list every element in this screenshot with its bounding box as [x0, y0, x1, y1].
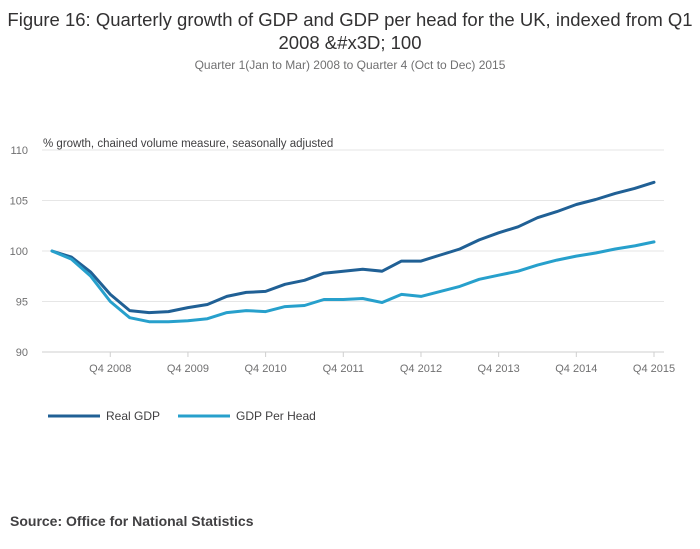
y-tick-label: 90: [16, 347, 28, 359]
series-line-real-gdp: [50, 180, 656, 315]
x-tick-label: Q4 2009: [167, 363, 209, 375]
x-tick-label: Q4 2012: [400, 363, 442, 375]
y-tick-label: 110: [10, 145, 28, 157]
x-tick-label: Q4 2013: [478, 363, 520, 375]
legend-label: GDP Per Head: [236, 409, 316, 423]
source-note: Source: Office for National Statistics: [10, 513, 254, 529]
y-axis-label: % growth, chained volume measure, season…: [43, 138, 333, 150]
x-tick-label: Q4 2008: [89, 363, 131, 375]
chart-title: Figure 16: Quarterly growth of GDP and G…: [7, 9, 693, 53]
x-tick-label: Q4 2014: [555, 363, 597, 375]
y-tick-label: 105: [10, 196, 28, 208]
series-line-gdp-per-head: [50, 240, 656, 324]
x-tick-label: Q4 2010: [245, 363, 287, 375]
x-tick-label: Q4 2015: [633, 363, 675, 375]
chart-subtitle: Quarter 1(Jan to Mar) 2008 to Quarter 4 …: [194, 58, 506, 72]
y-tick-label: 100: [10, 246, 28, 258]
y-tick-label: 95: [16, 297, 28, 309]
x-tick-label: Q4 2011: [323, 363, 364, 375]
legend-label: Real GDP: [106, 409, 160, 423]
